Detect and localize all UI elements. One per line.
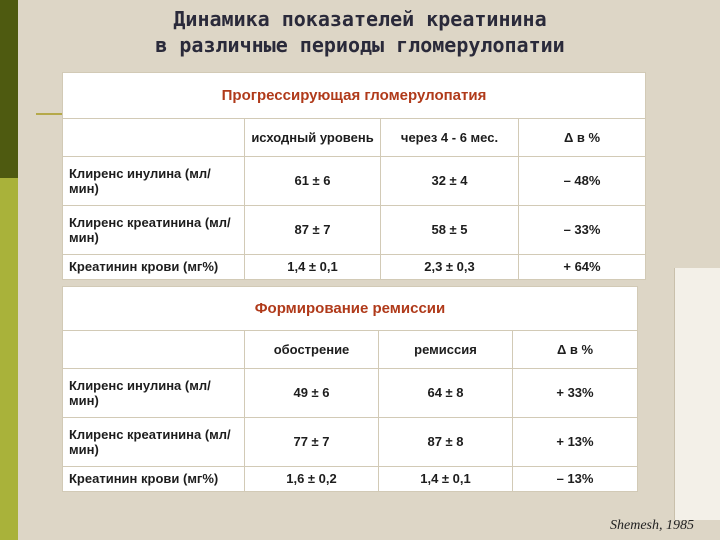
table-cell: – 13% [512, 465, 638, 493]
table-cell: + 13% [512, 416, 638, 467]
table-cell: – 33% [518, 204, 646, 255]
table-cell: 2,3 ± 0,3 [380, 253, 519, 281]
row-label: Клиренс креатинина (мл/мин) [62, 204, 245, 255]
table-header-cell: Δ в % [518, 118, 646, 157]
table-cell: 87 ± 8 [378, 416, 513, 467]
table-remission: Формирование ремиссии обострение ремисси… [62, 286, 638, 493]
slide-title-line-1: Динамика показателей креатинина [173, 7, 547, 31]
table-header-cell [62, 118, 245, 157]
row-label: Клиренс инулина (мл/мин) [62, 368, 245, 418]
row-label: Клиренс инулина (мл/мин) [62, 156, 245, 206]
table-cell: 49 ± 6 [244, 368, 379, 418]
slide-title: Динамика показателей креатинина в различ… [30, 6, 690, 58]
table-header-cell: ремиссия [378, 330, 513, 369]
table-cell: 87 ± 7 [244, 204, 381, 255]
row-label: Креатинин крови (мг%) [62, 465, 245, 493]
table-caption: Формирование ремиссии [62, 286, 638, 331]
table-cell: + 33% [512, 368, 638, 418]
table-header-cell: исходный уровень [244, 118, 381, 157]
table-cell: + 64% [518, 253, 646, 281]
table-cell: 64 ± 8 [378, 368, 513, 418]
table-cell: 61 ± 6 [244, 156, 381, 206]
table-cell: – 48% [518, 156, 646, 206]
table-cell: 1,6 ± 0,2 [244, 465, 379, 493]
table-cell: 58 ± 5 [380, 204, 519, 255]
table-header-cell: Δ в % [512, 330, 638, 369]
table-header-cell: через 4 - 6 мес. [380, 118, 519, 157]
slide-title-line-2: в различные периоды гломерулопатии [155, 33, 565, 57]
table-cell: 77 ± 7 [244, 416, 379, 467]
row-label: Креатинин крови (мг%) [62, 253, 245, 281]
table-progressive: Прогрессирующая гломерулопатия исходный … [62, 72, 646, 281]
table-row: Клиренс креатинина (мл/мин) 87 ± 7 58 ± … [62, 204, 646, 255]
side-panel [674, 268, 720, 520]
row-label: Клиренс креатинина (мл/мин) [62, 416, 245, 467]
table-header-cell [62, 330, 245, 369]
table-cell: 32 ± 4 [380, 156, 519, 206]
decorative-line [36, 113, 62, 115]
table-row: Креатинин крови (мг%) 1,4 ± 0,1 2,3 ± 0,… [62, 253, 646, 281]
table-cell: 1,4 ± 0,1 [378, 465, 513, 493]
table-row: Клиренс инулина (мл/мин) 61 ± 6 32 ± 4 –… [62, 156, 646, 206]
table-caption: Прогрессирующая гломерулопатия [62, 72, 646, 119]
table-row: Клиренс инулина (мл/мин) 49 ± 6 64 ± 8 +… [62, 368, 638, 418]
table-row: Клиренс креатинина (мл/мин) 77 ± 7 87 ± … [62, 416, 638, 467]
slide-accent-bar-light [0, 178, 18, 540]
slide-accent-bar-dark [0, 0, 18, 178]
table-header-cell: обострение [244, 330, 379, 369]
table-cell: 1,4 ± 0,1 [244, 253, 381, 281]
table-row: Креатинин крови (мг%) 1,6 ± 0,2 1,4 ± 0,… [62, 465, 638, 493]
source-credit: Shemesh, 1985 [610, 518, 694, 533]
